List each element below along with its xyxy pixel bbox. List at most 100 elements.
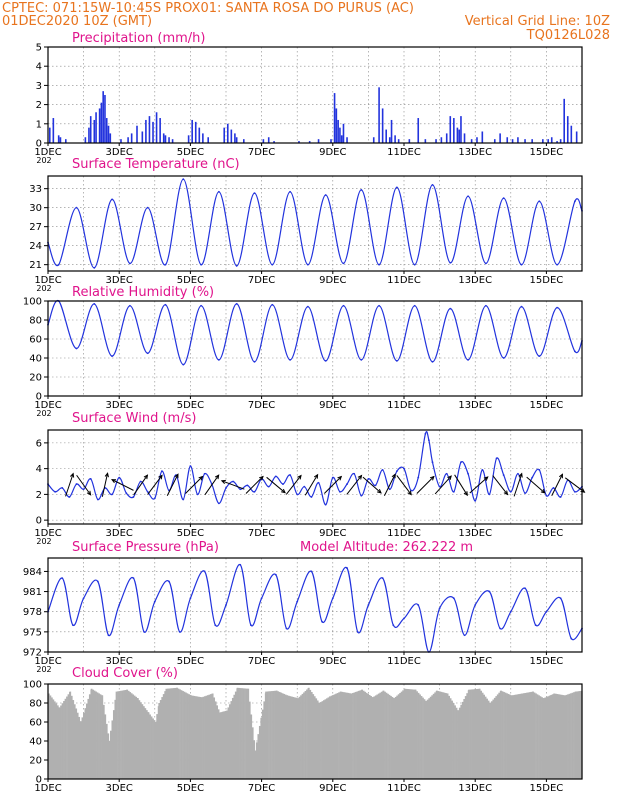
precip-bar xyxy=(453,118,455,143)
cloud-bar xyxy=(303,692,305,779)
series-point xyxy=(413,304,416,307)
precip-bar xyxy=(335,108,338,143)
cloud-bar xyxy=(168,688,171,779)
y-tick-label: 978 xyxy=(23,607,42,618)
header-grid-note: Vertical Grid Line: 10Z xyxy=(465,14,610,29)
cloud-bar xyxy=(358,690,360,779)
cloud-bar xyxy=(458,707,461,779)
precip-bar xyxy=(460,116,462,143)
wind-arrow xyxy=(204,474,220,496)
series-point xyxy=(118,476,121,479)
cloud-bar xyxy=(289,696,292,779)
cloud-bar xyxy=(402,690,405,779)
x-tick-label: 3DEC xyxy=(106,275,133,286)
series-line xyxy=(47,430,583,506)
series-point xyxy=(146,490,149,493)
cloud-bar xyxy=(310,692,313,779)
series-point xyxy=(146,352,149,355)
y-tick-label: 20 xyxy=(29,756,42,767)
series-point xyxy=(182,178,185,181)
series-point xyxy=(253,192,256,195)
series-point xyxy=(82,597,85,600)
cloud-bar xyxy=(185,692,187,779)
series-point xyxy=(235,302,238,305)
y-tick-label: 972 xyxy=(23,648,42,659)
cloud-bar xyxy=(362,690,365,779)
wind-arrow xyxy=(323,476,342,494)
series-point xyxy=(556,263,558,266)
y-tick-label: 40 xyxy=(29,737,42,748)
cloud-bar xyxy=(504,692,507,779)
cloud-bar xyxy=(48,693,50,779)
cloud-bar xyxy=(169,688,172,779)
series-point xyxy=(93,266,96,269)
panel-frame xyxy=(47,429,583,525)
series-point xyxy=(474,604,477,606)
series-point xyxy=(182,363,185,366)
cloud-bar xyxy=(67,694,70,779)
cloud-bar xyxy=(335,693,337,779)
cloud-bar xyxy=(542,698,545,779)
cloud-bar xyxy=(162,694,165,779)
precip-bar xyxy=(187,135,190,143)
series-point xyxy=(431,183,434,186)
precip-bar xyxy=(148,116,151,143)
panel-5: 972 975 978 981 984 1DEC 3DEC 5DEC 7DEC 9DEC 11DEC… xyxy=(23,540,583,674)
cloud-bar xyxy=(480,690,483,779)
series-point xyxy=(463,634,466,637)
wind-arrow xyxy=(245,476,264,494)
panel-frame xyxy=(47,175,583,272)
cloud-bar xyxy=(394,696,397,779)
cloud-bar xyxy=(283,693,286,779)
x-tick-label: 13DEC xyxy=(458,400,492,411)
series-point xyxy=(82,488,85,491)
cloud-bar xyxy=(330,695,333,779)
panel-annotation: Model Altitude: 262.222 m xyxy=(300,540,473,555)
series-point xyxy=(534,624,537,627)
precip-bar xyxy=(234,133,236,143)
cloud-bar xyxy=(85,703,88,779)
precip-bar xyxy=(463,133,466,143)
precip-bar xyxy=(243,139,245,143)
series-point xyxy=(417,476,420,479)
series-line xyxy=(47,564,583,653)
x-tick-label: 1DEC xyxy=(34,783,61,794)
wind-arrow xyxy=(454,474,468,496)
wind-arrow xyxy=(111,479,134,491)
cloud-bar xyxy=(565,694,568,779)
series-point xyxy=(449,261,452,264)
x-tick-label: 1DEC xyxy=(34,147,61,158)
wind-arrow xyxy=(551,474,563,496)
cloud-bar xyxy=(202,696,205,779)
cloud-bar xyxy=(80,722,82,779)
precip-bar xyxy=(102,91,104,143)
cloud-bar xyxy=(379,692,382,779)
series-point xyxy=(111,355,113,357)
series-point xyxy=(239,488,242,491)
precip-bar xyxy=(499,133,501,143)
series-point xyxy=(296,493,299,496)
cloud-bar xyxy=(329,696,332,779)
cloud-bar xyxy=(159,700,162,779)
series-point xyxy=(274,573,277,576)
cloud-bar xyxy=(75,708,78,779)
y-tick-label: 100 xyxy=(23,297,42,308)
precip-bar xyxy=(57,135,60,143)
cloud-bar xyxy=(239,688,242,779)
series-point xyxy=(403,617,405,620)
cloud-bar xyxy=(333,694,336,779)
cloud-bar xyxy=(108,741,111,779)
cloud-bar xyxy=(149,714,151,779)
cloud-bar xyxy=(393,698,396,779)
series-point xyxy=(531,476,534,479)
y-tick-label: 40 xyxy=(29,354,42,365)
series-point xyxy=(317,481,320,484)
series-point xyxy=(488,590,491,593)
cloud-bar xyxy=(562,695,565,779)
x-tick-label: 3DEC xyxy=(106,147,133,158)
precip-bar xyxy=(127,137,129,143)
wind-arrow-head xyxy=(259,475,264,481)
cloud-bar xyxy=(396,695,399,779)
series-point xyxy=(517,472,519,475)
